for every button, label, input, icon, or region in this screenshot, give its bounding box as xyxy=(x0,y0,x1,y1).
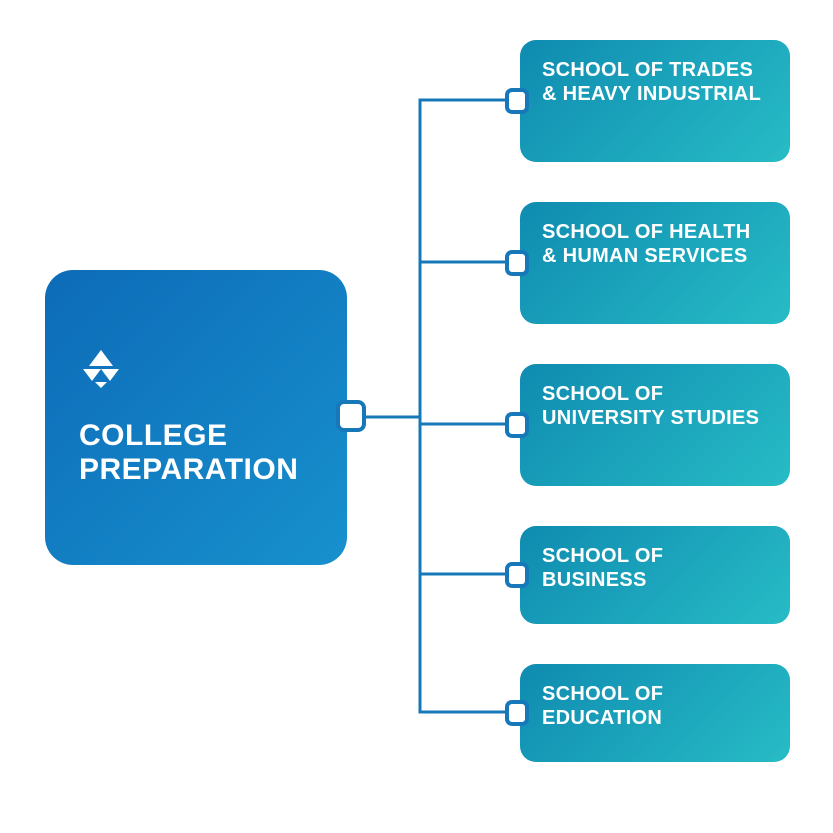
root-node: COLLEGE PREPARATION xyxy=(45,270,347,565)
child-node: SCHOOL OF EDUCATION xyxy=(520,664,790,762)
child-node: SCHOOL OF BUSINESS xyxy=(520,526,790,624)
child-connector-notch xyxy=(505,412,529,438)
child-node: SCHOOL OF TRADES & HEAVY INDUSTRIAL xyxy=(520,40,790,162)
root-title: COLLEGE PREPARATION xyxy=(79,419,327,486)
child-title: SCHOOL OF BUSINESS xyxy=(542,544,768,592)
child-node: SCHOOL OF UNIVERSITY STUDIES xyxy=(520,364,790,486)
logo-icon xyxy=(79,348,327,393)
child-title: SCHOOL OF TRADES & HEAVY INDUSTRIAL xyxy=(542,58,768,106)
root-connector-notch xyxy=(336,400,366,432)
child-title: SCHOOL OF EDUCATION xyxy=(542,682,768,730)
child-connector-notch xyxy=(505,700,529,726)
child-node: SCHOOL OF HEALTH & HUMAN SERVICES xyxy=(520,202,790,324)
child-connector-notch xyxy=(505,250,529,276)
child-title: SCHOOL OF UNIVERSITY STUDIES xyxy=(542,382,768,430)
diagram-canvas: COLLEGE PREPARATION SCHOOL OF TRADES & H… xyxy=(0,0,833,833)
child-connector-notch xyxy=(505,562,529,588)
child-connector-notch xyxy=(505,88,529,114)
child-title: SCHOOL OF HEALTH & HUMAN SERVICES xyxy=(542,220,768,268)
